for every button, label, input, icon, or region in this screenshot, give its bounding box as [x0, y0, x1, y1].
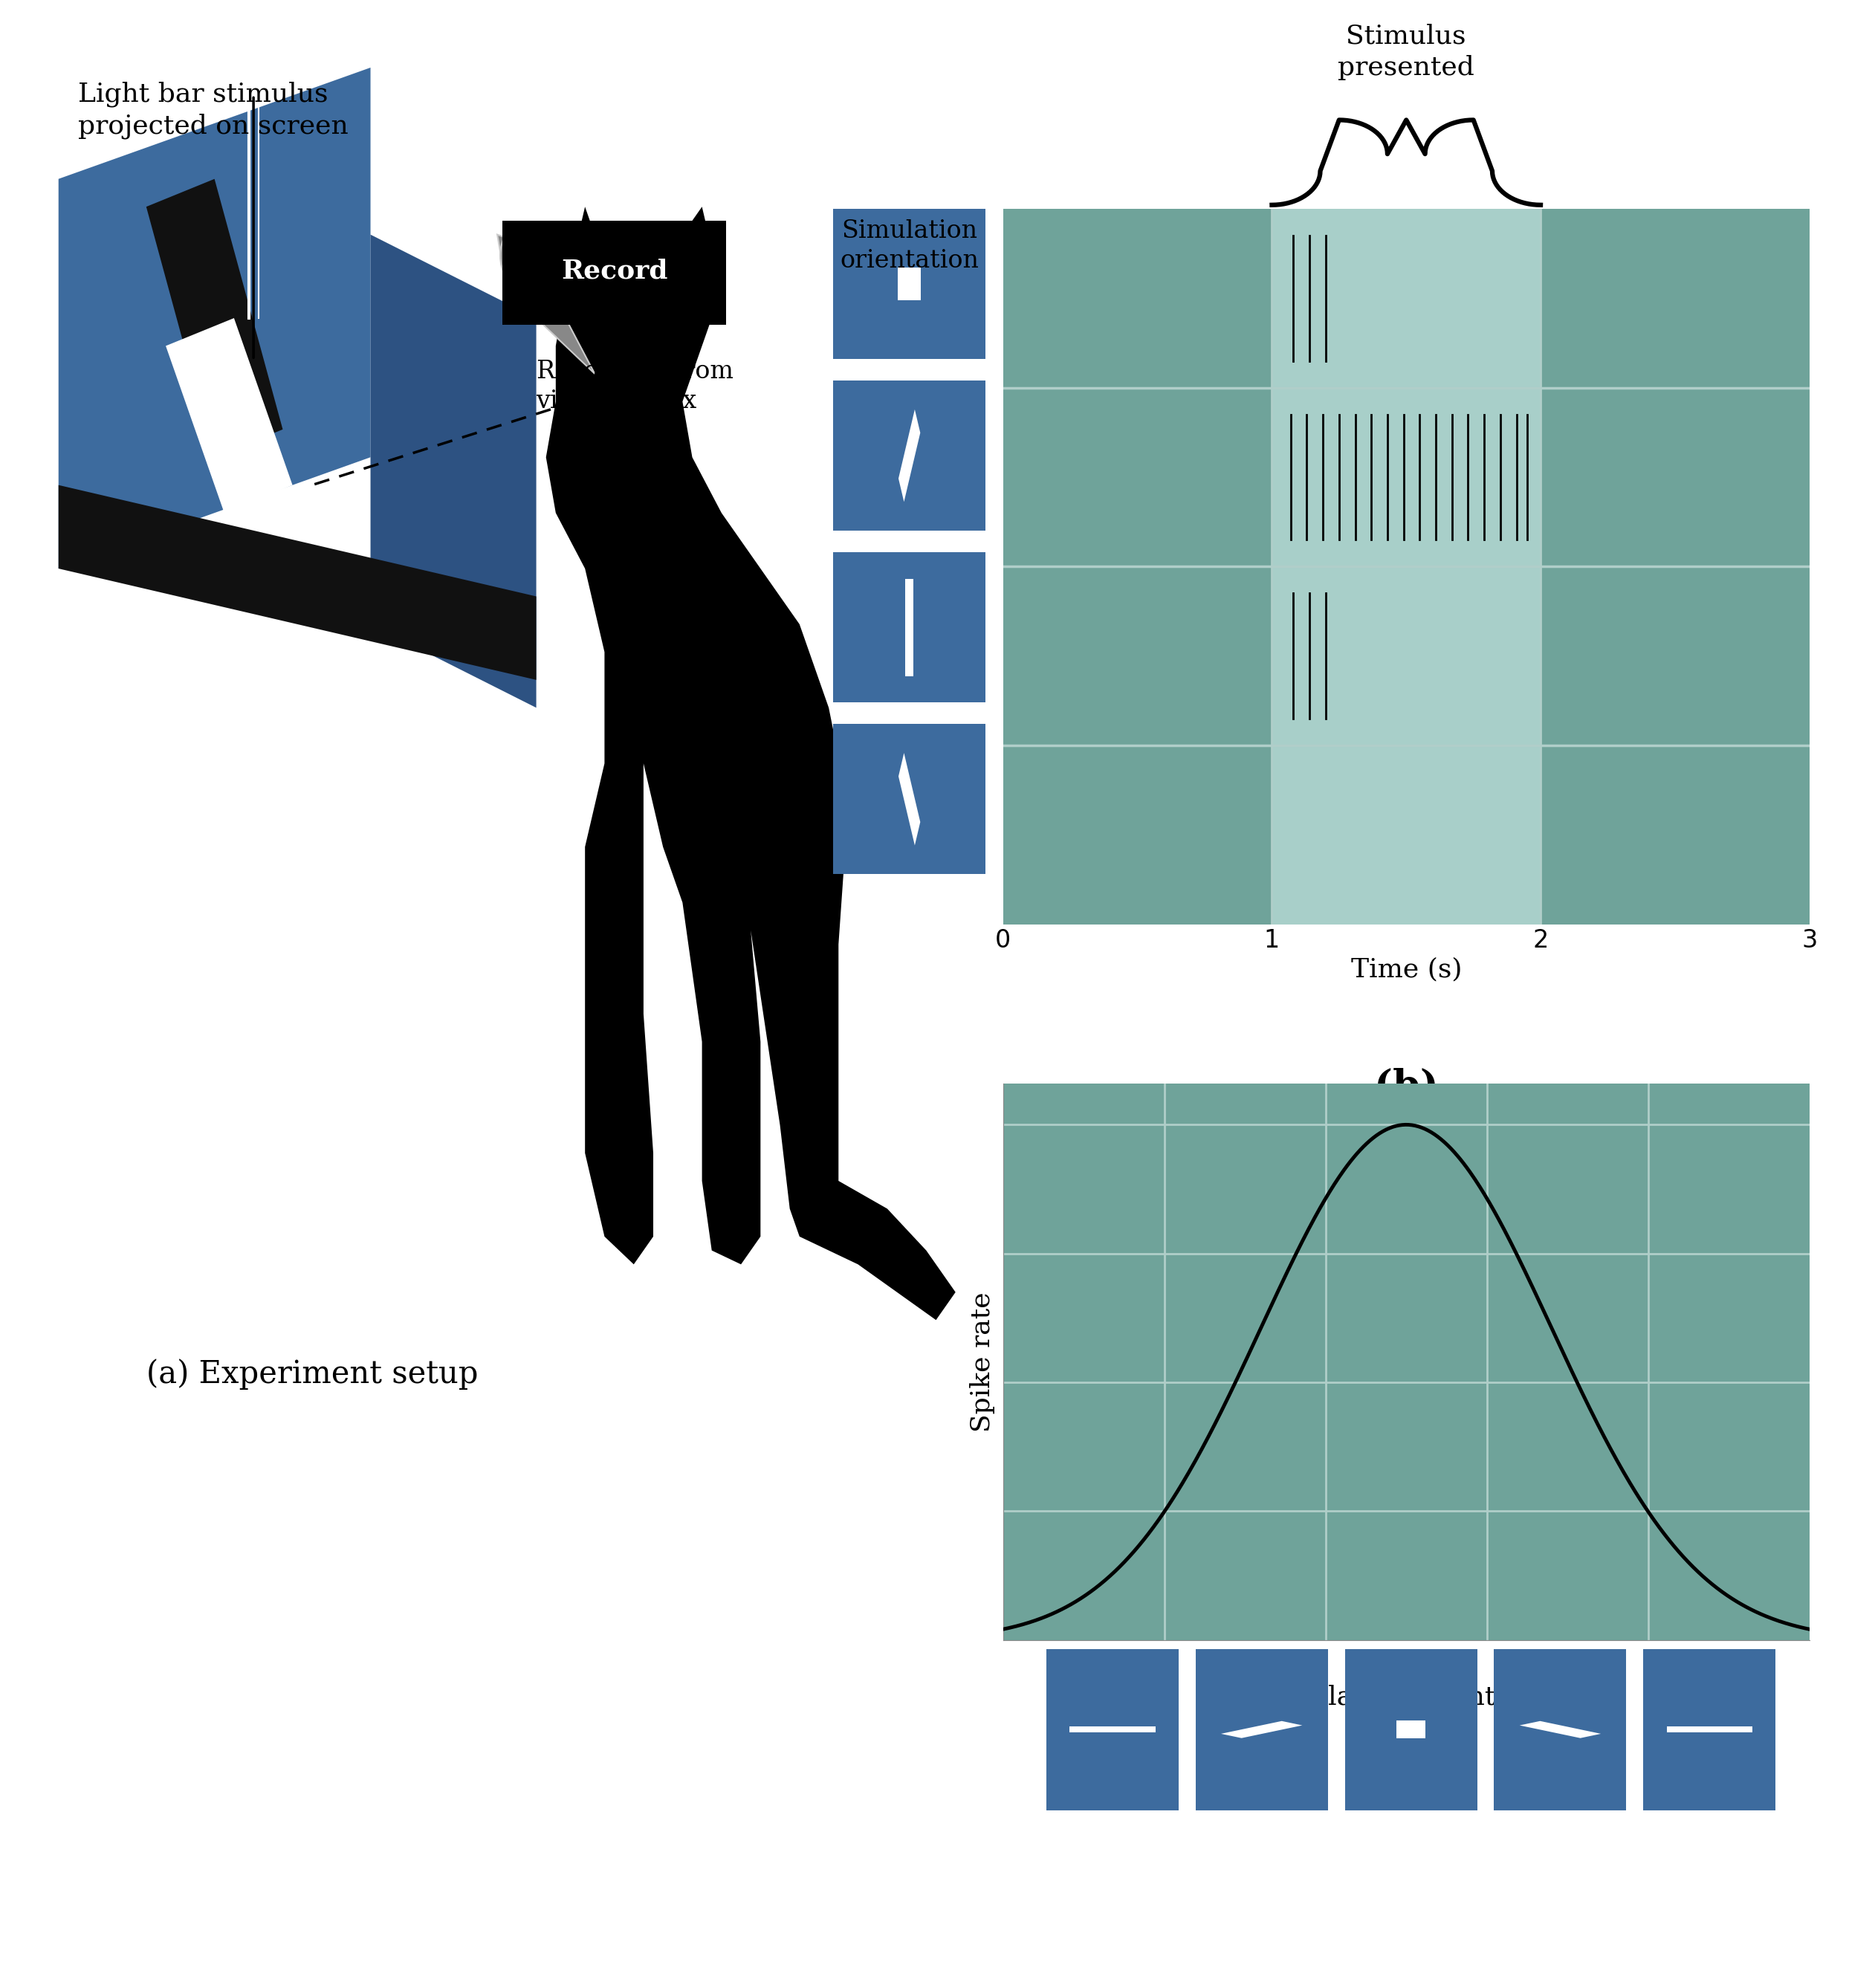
Polygon shape — [165, 318, 292, 513]
Polygon shape — [1221, 1722, 1303, 1738]
Text: Stimulus
presented: Stimulus presented — [1339, 24, 1474, 80]
Polygon shape — [1667, 1726, 1753, 1734]
Circle shape — [501, 225, 544, 286]
Text: (b): (b) — [1374, 1068, 1438, 1105]
Bar — [834, 380, 986, 531]
Bar — [1271, 209, 1541, 924]
Bar — [1046, 1650, 1179, 1809]
Bar — [1494, 1650, 1626, 1809]
Polygon shape — [146, 179, 283, 457]
Bar — [834, 553, 986, 702]
Polygon shape — [898, 410, 921, 501]
Bar — [1196, 1650, 1328, 1809]
Bar — [834, 209, 986, 360]
Polygon shape — [898, 753, 921, 845]
Polygon shape — [371, 235, 536, 708]
Polygon shape — [497, 235, 594, 374]
Text: Light bar stimulus
projected on screen: Light bar stimulus projected on screen — [79, 82, 349, 139]
Bar — [834, 724, 986, 875]
Y-axis label: Spike rate: Spike rate — [969, 1292, 996, 1431]
Text: (c): (c) — [1376, 1763, 1436, 1801]
Text: Simulation
orientation: Simulation orientation — [840, 219, 979, 272]
X-axis label: Time (s): Time (s) — [1350, 956, 1462, 982]
Text: Recording from
visual cortex: Recording from visual cortex — [536, 360, 733, 414]
Bar — [1642, 1650, 1776, 1809]
Polygon shape — [58, 68, 371, 569]
Text: Record: Record — [561, 258, 667, 284]
Polygon shape — [1519, 1722, 1601, 1738]
Polygon shape — [546, 207, 956, 1320]
Polygon shape — [898, 266, 921, 300]
Text: (a) Experiment setup: (a) Experiment setup — [146, 1358, 478, 1390]
Polygon shape — [1069, 1726, 1155, 1734]
Polygon shape — [1397, 1720, 1425, 1740]
FancyBboxPatch shape — [502, 221, 726, 324]
Polygon shape — [58, 485, 536, 680]
Polygon shape — [906, 579, 913, 676]
Bar — [1344, 1650, 1478, 1809]
Text: Stimulation orientation: Stimulation orientation — [1249, 1684, 1564, 1710]
